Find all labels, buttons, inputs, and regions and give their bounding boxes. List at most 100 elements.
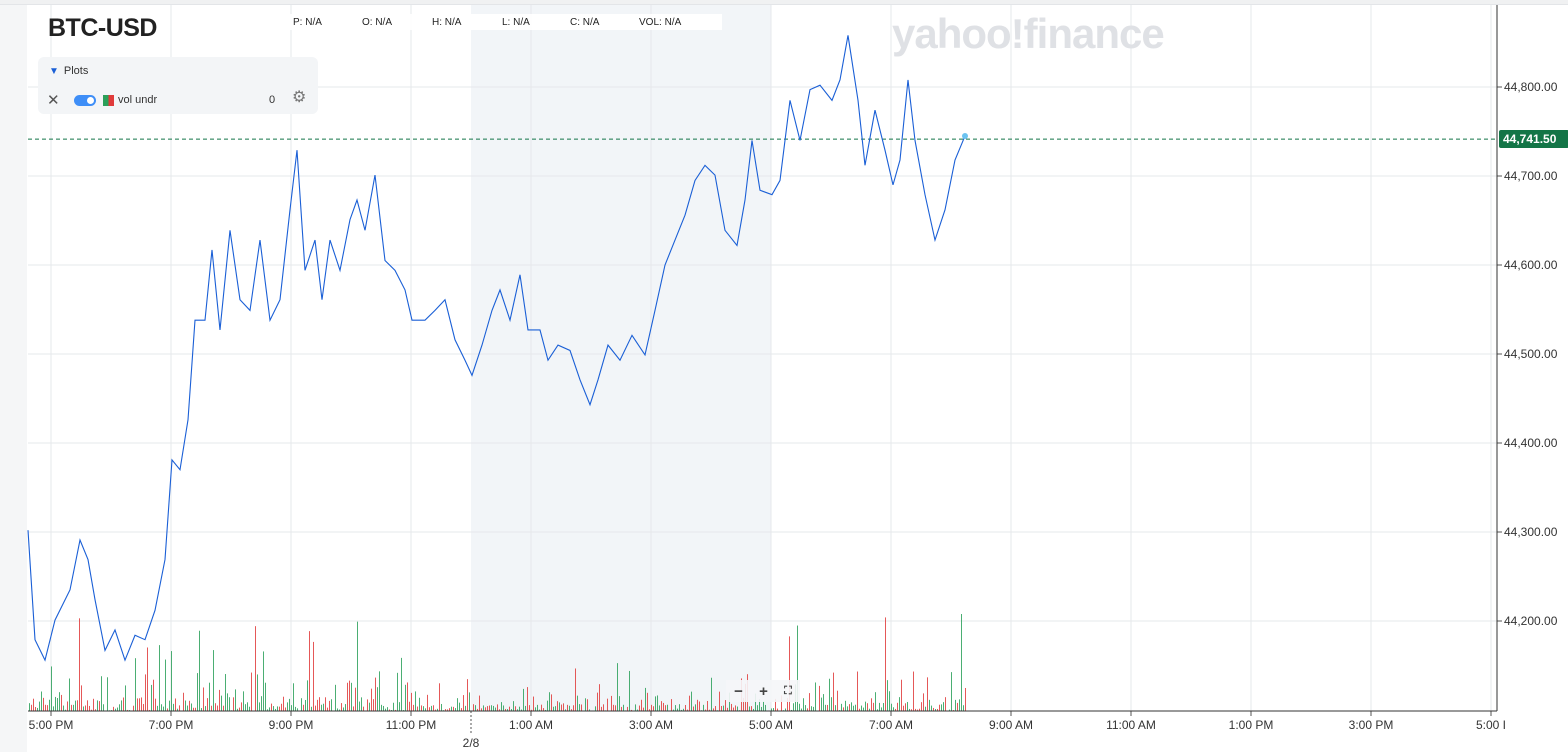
volume-bar bbox=[961, 613, 962, 711]
volume-bar bbox=[289, 698, 290, 711]
volume-bar bbox=[473, 704, 474, 711]
study-visibility-toggle[interactable] bbox=[74, 94, 96, 106]
volume-bar bbox=[379, 671, 380, 711]
volume-bar bbox=[449, 708, 450, 711]
volume-bar bbox=[475, 705, 476, 711]
volume-bar bbox=[875, 692, 876, 711]
volume-bar bbox=[791, 709, 792, 711]
volume-bar bbox=[523, 688, 524, 711]
volume-bar bbox=[393, 702, 394, 711]
close-icon[interactable]: ✕ bbox=[47, 92, 60, 109]
volume-bar bbox=[491, 705, 492, 711]
volume-bar bbox=[691, 691, 692, 711]
fullscreen-button[interactable]: ⛶ bbox=[784, 684, 792, 697]
volume-bar bbox=[325, 697, 326, 711]
volume-bar bbox=[957, 702, 958, 711]
volume-bar bbox=[399, 702, 400, 711]
volume-bar bbox=[941, 704, 942, 711]
volume-bar bbox=[339, 709, 340, 711]
volume-bar bbox=[195, 707, 196, 711]
volume-bar bbox=[749, 706, 750, 711]
volume-bar bbox=[649, 709, 650, 711]
plots-toggle[interactable]: ▼ Plots bbox=[49, 65, 88, 77]
volume-bar bbox=[411, 692, 412, 711]
volume-bar bbox=[725, 700, 726, 711]
volume-bar bbox=[577, 695, 578, 711]
volume-bar bbox=[53, 706, 54, 711]
volume-bar bbox=[431, 705, 432, 711]
volume-bar bbox=[885, 617, 886, 711]
volume-bar bbox=[263, 651, 264, 711]
volume-bar bbox=[373, 699, 374, 711]
study-color-swatch[interactable] bbox=[103, 94, 114, 106]
volume-bar bbox=[807, 708, 808, 711]
volume-bar bbox=[921, 702, 922, 711]
volume-bar bbox=[869, 708, 870, 711]
volume-bar bbox=[73, 704, 74, 711]
volume-bar bbox=[513, 701, 514, 711]
volume-bar bbox=[171, 651, 172, 711]
zoom-out-button[interactable]: − bbox=[734, 682, 743, 700]
volume-bar bbox=[235, 689, 236, 711]
volume-bar bbox=[331, 699, 332, 711]
volume-bar bbox=[899, 697, 900, 711]
volume-bar bbox=[499, 709, 500, 711]
volume-bar bbox=[847, 706, 848, 711]
volume-bar bbox=[689, 695, 690, 711]
x-tick-label: 5:00 PM bbox=[28, 718, 74, 732]
volume-bar bbox=[273, 706, 274, 711]
volume-bar bbox=[99, 701, 100, 711]
volume-bar bbox=[163, 706, 164, 711]
volume-bar bbox=[363, 706, 364, 711]
volume-bar bbox=[267, 709, 268, 711]
volume-bar bbox=[323, 703, 324, 711]
volume-bar bbox=[959, 699, 960, 711]
x-tick-label: 5:00 I bbox=[1475, 718, 1507, 732]
volume-bar bbox=[95, 709, 96, 711]
volume-bar bbox=[125, 685, 126, 711]
volume-bar bbox=[305, 699, 306, 711]
volume-bar bbox=[871, 698, 872, 711]
volume-bar bbox=[377, 687, 378, 711]
volume-bar bbox=[489, 705, 490, 711]
volume-bar bbox=[285, 707, 286, 711]
volume-bar bbox=[297, 708, 298, 711]
volume-bar bbox=[575, 668, 576, 711]
volume-bar bbox=[821, 697, 822, 711]
volume-bar bbox=[485, 707, 486, 711]
volume-bar bbox=[635, 704, 636, 711]
volume-bar bbox=[661, 701, 662, 711]
volume-bar bbox=[809, 693, 810, 711]
volume-bar bbox=[799, 703, 800, 711]
volume-bar bbox=[873, 702, 874, 711]
volume-bar bbox=[595, 706, 596, 711]
volume-bar bbox=[387, 707, 388, 711]
volume-bar bbox=[763, 701, 764, 711]
volume-bar bbox=[571, 709, 572, 711]
volume-bar bbox=[629, 670, 630, 711]
volume-bar bbox=[337, 708, 338, 711]
gear-icon[interactable]: ⚙ bbox=[292, 89, 307, 106]
volume-bar bbox=[927, 677, 928, 711]
volume-bar bbox=[93, 698, 94, 711]
volume-bar bbox=[911, 709, 912, 711]
volume-bar bbox=[723, 705, 724, 711]
study-name: vol undr bbox=[118, 94, 158, 106]
volume-bar bbox=[567, 704, 568, 711]
volume-bar bbox=[381, 704, 382, 711]
volume-bar bbox=[647, 692, 648, 711]
volume-bar bbox=[461, 708, 462, 711]
x-tick-label: 1:00 PM bbox=[1228, 718, 1274, 732]
volume-bar bbox=[643, 707, 644, 711]
volume-bar bbox=[313, 641, 314, 711]
zoom-in-button[interactable]: + bbox=[759, 682, 768, 700]
volume-bar bbox=[307, 680, 308, 711]
volume-bar bbox=[607, 698, 608, 711]
volume-bar bbox=[397, 672, 398, 711]
volume-bar bbox=[653, 706, 654, 711]
volume-bar bbox=[903, 705, 904, 711]
y-tick-label: 44,400.00 bbox=[1504, 436, 1558, 450]
volume-bar bbox=[765, 704, 766, 711]
volume-bar bbox=[225, 674, 226, 711]
